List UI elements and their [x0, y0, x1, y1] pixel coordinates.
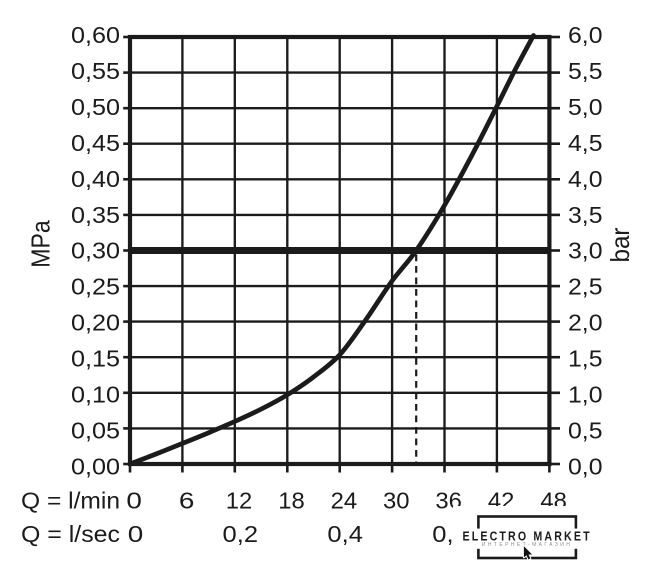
svg-text:0: 0 — [128, 521, 144, 547]
svg-text:ИНТЕРНЕТ-МАГАЗИН: ИНТЕРНЕТ-МАГАЗИН — [482, 542, 572, 548]
svg-text:5,5: 5,5 — [568, 58, 603, 84]
svg-text:5,0: 5,0 — [568, 94, 603, 120]
svg-text:0,50: 0,50 — [71, 94, 120, 120]
svg-text:0,05: 0,05 — [71, 417, 120, 443]
svg-text:4,5: 4,5 — [568, 130, 603, 156]
svg-text:ELECTRO MARKET: ELECTRO MARKET — [462, 528, 591, 543]
svg-text:0,35: 0,35 — [71, 202, 120, 228]
svg-text:0,25: 0,25 — [71, 274, 120, 300]
svg-text:0,55: 0,55 — [71, 58, 120, 84]
svg-text:0,4: 0,4 — [327, 521, 363, 547]
svg-text:0,30: 0,30 — [71, 238, 120, 264]
svg-text:0,15: 0,15 — [71, 346, 120, 372]
svg-text:3,5: 3,5 — [568, 202, 603, 228]
svg-text:2,0: 2,0 — [568, 310, 603, 336]
svg-text:0,2: 0,2 — [223, 521, 259, 547]
svg-text:0,10: 0,10 — [71, 381, 120, 407]
svg-text:0,20: 0,20 — [71, 310, 120, 336]
svg-text:0: 0 — [126, 488, 142, 514]
svg-text:Q = l/min: Q = l/min — [21, 488, 120, 514]
svg-text:6,0: 6,0 — [568, 22, 603, 48]
svg-text:0,45: 0,45 — [71, 130, 120, 156]
svg-text:2,5: 2,5 — [568, 274, 603, 300]
svg-text:0,00: 0,00 — [71, 453, 120, 479]
svg-text:0,0: 0,0 — [568, 453, 603, 479]
svg-text:MPa: MPa — [26, 220, 56, 268]
svg-text:1,0: 1,0 — [568, 381, 603, 407]
svg-text:18: 18 — [278, 488, 305, 514]
svg-text:0,60: 0,60 — [71, 22, 120, 48]
svg-text:24: 24 — [331, 488, 358, 514]
svg-text:0,5: 0,5 — [568, 417, 603, 443]
svg-text:30: 30 — [383, 488, 410, 514]
svg-text:bar: bar — [605, 227, 635, 262]
svg-text:1,5: 1,5 — [568, 346, 603, 372]
svg-text:3,0: 3,0 — [568, 238, 603, 264]
svg-text:4,0: 4,0 — [568, 166, 603, 192]
svg-text:6: 6 — [179, 488, 195, 514]
svg-text:Q = l/sec: Q = l/sec — [21, 521, 120, 547]
svg-text:0,40: 0,40 — [71, 166, 120, 192]
svg-text:12: 12 — [226, 488, 253, 514]
